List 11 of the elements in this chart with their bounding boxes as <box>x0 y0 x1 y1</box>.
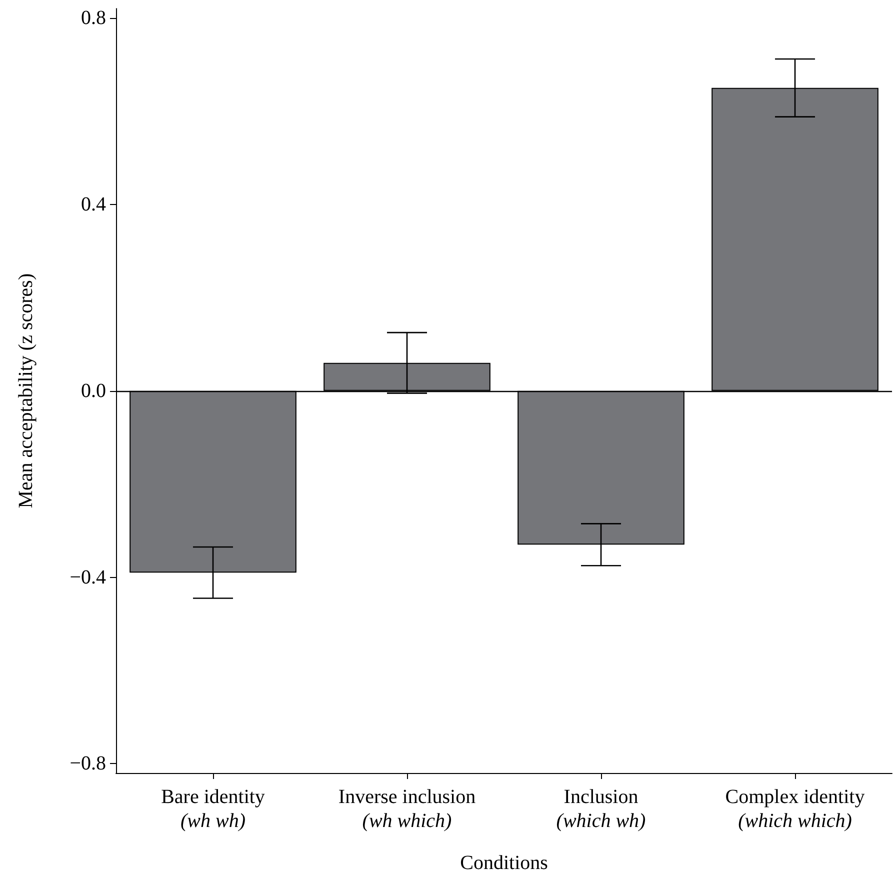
x-tick-label: Bare identity (wh wh) <box>161 786 265 832</box>
x-axis-title: Conditions <box>460 852 548 874</box>
y-tick-label: 0.4 <box>81 193 106 216</box>
x-tick-label: Complex identity (which which) <box>725 786 865 832</box>
y-tick-label: 0.0 <box>81 380 106 402</box>
x-tick-label: Inverse inclusion (wh which) <box>338 786 476 832</box>
y-axis-title: Mean acceptability (z scores) <box>15 273 37 508</box>
y-tick-label: −0.4 <box>70 566 106 588</box>
y-tick-label: −0.8 <box>70 752 106 775</box>
y-tick-label: 0.8 <box>81 7 106 29</box>
x-tick-label: Inclusion (which wh) <box>556 786 646 832</box>
